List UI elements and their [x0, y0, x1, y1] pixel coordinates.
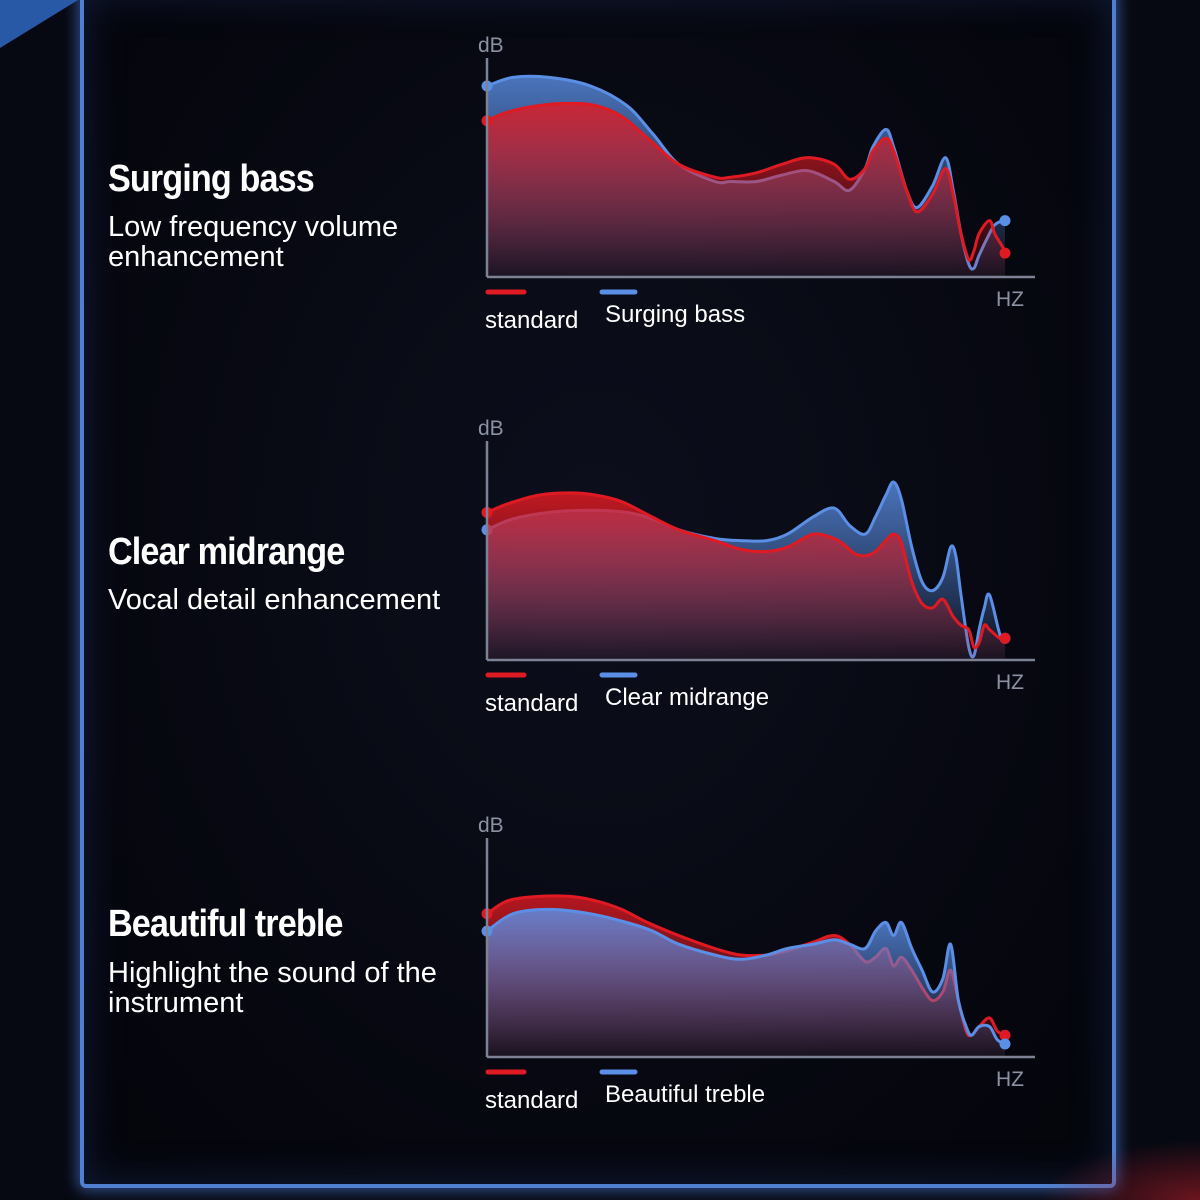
panel-heading: Surging bass: [108, 158, 315, 200]
corner-accent: [0, 0, 78, 48]
series-area-beautiful-treble: [487, 909, 1005, 1057]
panel-heading: Clear midrange: [108, 531, 345, 573]
series-end-point-standard: [999, 1029, 1011, 1041]
legend-label-standard: standard: [485, 307, 578, 334]
legend-label-standard: standard: [485, 1087, 578, 1114]
eq-chart-surging-bass: dB HZ standard Surging bass: [478, 34, 1035, 334]
y-axis-label: dB: [478, 34, 504, 57]
panel-heading: Beautiful treble: [108, 903, 343, 945]
panel-description: Highlight the sound of the instrument: [108, 957, 437, 1019]
legend-label-enhanced: Surging bass: [605, 301, 745, 328]
series-end-point-standard: [999, 632, 1011, 644]
series-line-standard: [486, 491, 1006, 650]
plot-layer: [481, 441, 1035, 662]
legend-label-standard: standard: [485, 690, 578, 717]
panel-description: Low frequency volume enhancement: [108, 211, 399, 273]
legend-label-enhanced: Beautiful treble: [605, 1081, 765, 1108]
panel-description: Vocal detail enhancement: [108, 584, 441, 616]
x-axis-label: HZ: [996, 1068, 1024, 1091]
series-line-beautiful-treble: [486, 907, 1006, 1046]
series-area-standard: [487, 103, 1005, 278]
series-end-point-surging-bass: [999, 215, 1011, 227]
bottom-glow: [1040, 1140, 1200, 1200]
series-line-standard: [486, 101, 1007, 262]
series-area-standard: [487, 492, 1005, 660]
legend-label-enhanced: Clear midrange: [605, 684, 769, 711]
y-axis-label: dB: [478, 417, 504, 440]
x-axis-label: HZ: [996, 288, 1024, 311]
y-axis-label: dB: [478, 814, 504, 837]
x-axis-label: HZ: [996, 671, 1024, 694]
series-end-point-standard: [999, 247, 1011, 259]
eq-chart-beautiful-treble: dB HZ standard Beautiful treble: [478, 814, 1035, 1114]
eq-chart-clear-midrange: dB HZ standard Clear midrange: [478, 417, 1035, 717]
series-end-point-beautiful-treble: [999, 1038, 1011, 1050]
plot-layer: [481, 838, 1035, 1059]
plot-layer: [481, 58, 1035, 279]
